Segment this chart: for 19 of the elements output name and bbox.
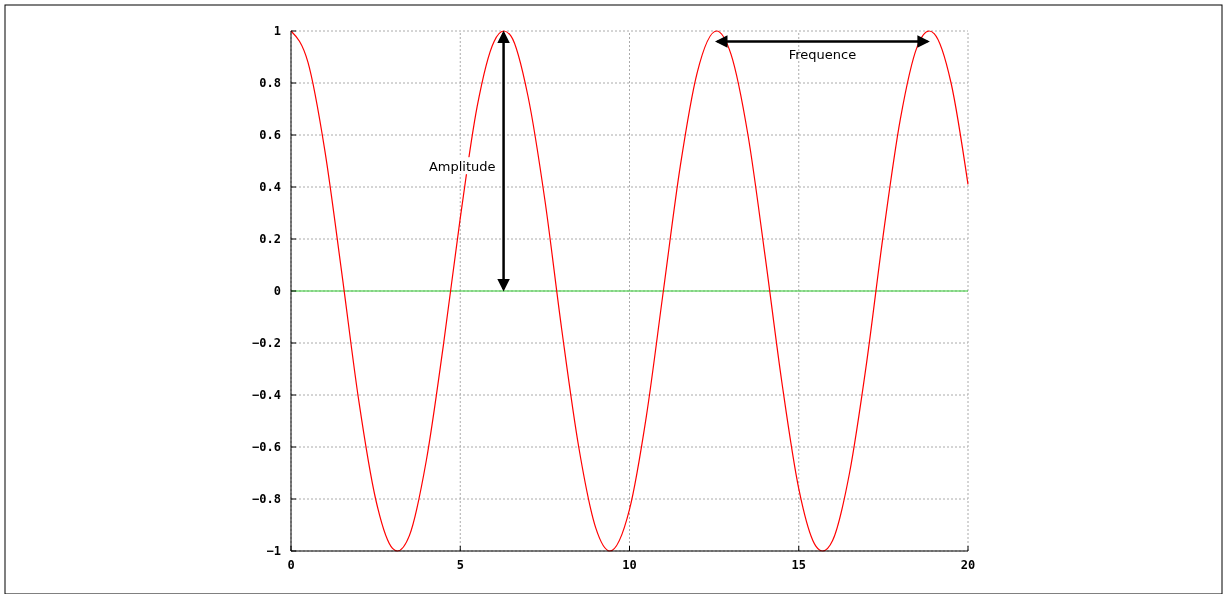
x-tick-label: 5: [456, 558, 464, 572]
y-tick-label: 0: [273, 284, 281, 298]
y-tick-label: 0.4: [259, 180, 281, 194]
y-tick-label: −0.2: [252, 336, 281, 350]
x-tick-label: 20: [960, 558, 976, 572]
y-tick-label: −0.8: [252, 492, 281, 506]
annotation: Frequence: [788, 47, 857, 63]
line-series: [290, 30, 969, 552]
y-tick-label: 1: [273, 24, 281, 38]
x-tick-label: 10: [622, 558, 637, 572]
y-tick-label: −1: [266, 544, 281, 558]
x-tick-label: 0: [287, 558, 295, 572]
y-tick-label: 0.2: [259, 232, 281, 246]
y-tick-label: 0.8: [259, 76, 281, 90]
y-tick-label: −0.4: [252, 388, 281, 402]
x-tick-label: 15: [791, 558, 806, 572]
annotation: Amplitude: [428, 159, 496, 175]
y-tick-label: −0.6: [252, 440, 281, 454]
y-tick-label: 0.6: [259, 128, 281, 142]
